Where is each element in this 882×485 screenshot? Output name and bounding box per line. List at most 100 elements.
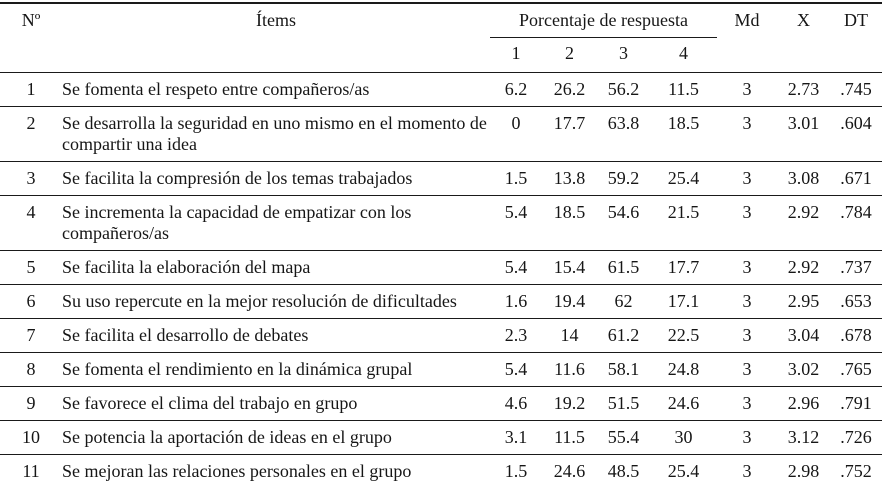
row-median: 3 — [742, 168, 752, 188]
row-number: 11 — [22, 461, 40, 481]
header-percent-group: Porcentaje de respuesta — [490, 3, 717, 38]
table-row: 1 Se fomenta el respeto entre compañeros… — [0, 73, 882, 107]
header-scale-2: 2 — [565, 43, 574, 63]
row-number: 5 — [26, 257, 36, 277]
table-row: 10 Se potencia la aportación de ideas en… — [0, 421, 882, 455]
row-percent-1: 2.3 — [504, 325, 528, 345]
row-median: 3 — [742, 461, 752, 481]
row-percent-2: 11.6 — [554, 359, 585, 379]
row-mean: 2.73 — [787, 79, 820, 99]
row-percent-2: 11.5 — [554, 427, 585, 447]
row-median: 3 — [742, 79, 752, 99]
row-percent-3: 54.6 — [607, 202, 640, 222]
table-row: 2 Se desarrolla la seguridad en uno mism… — [0, 107, 882, 162]
row-mean: 3.02 — [787, 359, 820, 379]
table-row: 6 Su uso repercute en la mejor resolució… — [0, 285, 882, 319]
row-percent-3: 59.2 — [607, 168, 640, 188]
table-body: 1 Se fomenta el respeto entre compañeros… — [0, 73, 882, 485]
row-percent-4: 17.7 — [667, 257, 700, 277]
row-number: 9 — [26, 393, 36, 413]
row-item-text: Se desarrolla la seguridad en uno mismo … — [62, 113, 487, 154]
row-percent-4: 24.8 — [667, 359, 700, 379]
row-percent-4: 25.4 — [667, 168, 700, 188]
row-mean: 3.04 — [787, 325, 820, 345]
row-mean: 2.95 — [787, 291, 820, 311]
row-item-text: Se facilita la compresión de los temas t… — [62, 168, 413, 188]
row-mean: 3.08 — [787, 168, 820, 188]
row-percent-4: 17.1 — [667, 291, 700, 311]
header-scale-3: 3 — [619, 43, 628, 63]
row-percent-2: 15.4 — [553, 257, 586, 277]
table-row: 11 Se mejoran las relaciones personales … — [0, 455, 882, 485]
row-percent-2: 24.6 — [553, 461, 586, 481]
row-item-text: Su uso repercute en la mejor resolución … — [62, 291, 457, 311]
row-percent-1: 5.4 — [504, 257, 528, 277]
row-mean: 2.92 — [787, 257, 820, 277]
row-item-text: Se favorece el clima del trabajo en grup… — [62, 393, 358, 413]
header-md: Md — [734, 10, 760, 30]
row-percent-1: 1.5 — [504, 461, 528, 481]
row-percent-4: 24.6 — [667, 393, 700, 413]
row-percent-3: 61.5 — [607, 257, 640, 277]
row-percent-2: 26.2 — [553, 79, 586, 99]
row-percent-3: 51.5 — [607, 393, 640, 413]
header-mean: X — [797, 10, 810, 30]
row-sd: .678 — [840, 325, 872, 345]
row-number: 1 — [26, 79, 36, 99]
row-percent-1: 1.6 — [504, 291, 528, 311]
row-median: 3 — [742, 393, 752, 413]
row-mean: 2.98 — [787, 461, 820, 481]
row-percent-3: 55.4 — [607, 427, 640, 447]
table-row: 8 Se fomenta el rendimiento en la dinámi… — [0, 353, 882, 387]
row-sd: .653 — [840, 291, 872, 311]
table-row: 5 Se facilita la elaboración del mapa 5.… — [0, 251, 882, 285]
row-percent-3: 63.8 — [607, 113, 640, 133]
header-scale-4: 4 — [679, 43, 688, 63]
row-median: 3 — [742, 359, 752, 379]
row-sd: .726 — [840, 427, 872, 447]
row-sd: .737 — [840, 257, 872, 277]
row-median: 3 — [742, 113, 752, 133]
row-median: 3 — [742, 291, 752, 311]
row-percent-1: 4.6 — [504, 393, 528, 413]
row-sd: .791 — [840, 393, 872, 413]
row-median: 3 — [742, 202, 752, 222]
row-sd: .604 — [840, 113, 872, 133]
header-dt: DT — [844, 10, 868, 30]
row-percent-4: 25.4 — [667, 461, 700, 481]
table-row: 7 Se facilita el desarrollo de debates 2… — [0, 319, 882, 353]
row-item-text: Se facilita la elaboración del mapa — [62, 257, 311, 277]
row-mean: 3.01 — [787, 113, 820, 133]
row-number: 6 — [26, 291, 36, 311]
row-percent-3: 58.1 — [607, 359, 640, 379]
row-sd: .671 — [840, 168, 872, 188]
row-percent-3: 48.5 — [607, 461, 640, 481]
row-mean: 2.96 — [787, 393, 820, 413]
row-percent-2: 19.2 — [553, 393, 586, 413]
row-median: 3 — [742, 427, 752, 447]
header-items: Ítems — [256, 10, 296, 30]
row-number: 2 — [26, 113, 36, 133]
row-percent-1: 0 — [511, 113, 521, 133]
row-percent-1: 1.5 — [504, 168, 528, 188]
row-percent-1: 6.2 — [504, 79, 528, 99]
row-percent-2: 13.8 — [553, 168, 586, 188]
row-sd: .752 — [840, 461, 872, 481]
row-percent-4: 30 — [674, 427, 693, 447]
row-item-text: Se fomenta el rendimiento en la dinámica… — [62, 359, 413, 379]
row-percent-3: 61.2 — [607, 325, 640, 345]
row-percent-1: 5.4 — [504, 359, 528, 379]
row-item-text: Se incrementa la capacidad de empatizar … — [62, 202, 412, 243]
row-item-text: Se facilita el desarrollo de debates — [62, 325, 309, 345]
row-percent-2: 17.7 — [553, 113, 586, 133]
row-sd: .745 — [840, 79, 872, 99]
row-number: 8 — [26, 359, 36, 379]
table-row: 9 Se favorece el clima del trabajo en gr… — [0, 387, 882, 421]
row-mean: 2.92 — [787, 202, 820, 222]
table-row: 3 Se facilita la compresión de los temas… — [0, 162, 882, 196]
row-sd: .784 — [840, 202, 872, 222]
row-mean: 3.12 — [787, 427, 820, 447]
row-percent-2: 18.5 — [553, 202, 586, 222]
row-percent-3: 56.2 — [607, 79, 640, 99]
